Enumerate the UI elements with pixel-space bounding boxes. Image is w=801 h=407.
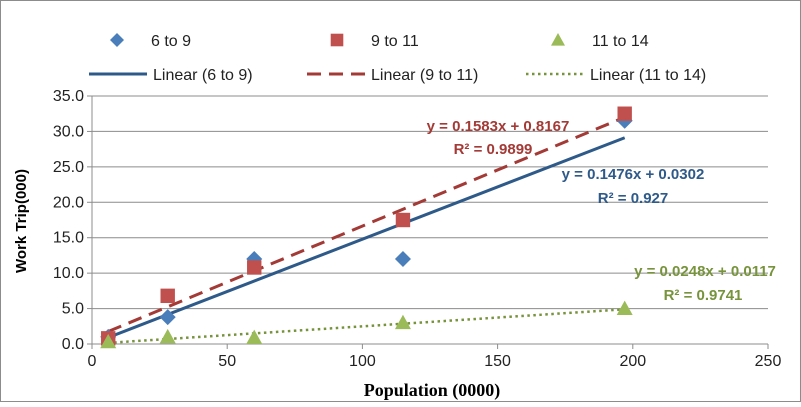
x-tick-label: 200 — [619, 353, 646, 370]
y-tick-label: 0.0 — [62, 336, 84, 353]
y-tick-label: 30.0 — [53, 123, 84, 140]
legend-label-trendline-1: Linear (6 to 9) — [153, 67, 253, 84]
marker-layer — [100, 106, 633, 349]
data-point-series-2 — [160, 288, 175, 304]
legend-label-series-3: 11 to 14 — [592, 33, 649, 50]
data-point-series-1 — [394, 250, 411, 267]
trendline-r-squared: R² = 0.927 — [598, 190, 668, 207]
legend-label-series-1: 6 to 9 — [151, 33, 191, 50]
legend-label-series-2: 9 to 11 — [371, 33, 419, 50]
legend: 6 to 9 9 to 11 11 to 14 Linear (6 to 9) Line… — [89, 33, 706, 84]
x-tick-label: 250 — [755, 353, 782, 370]
data-point-series-3 — [394, 314, 411, 330]
legend-label-trendline-2: Linear (9 to 11) — [371, 67, 478, 84]
y-axis-title: Work Trip(000) — [13, 169, 30, 273]
x-tick-label: 150 — [484, 353, 511, 370]
y-tick-label: 35.0 — [53, 88, 84, 105]
data-point-series-2 — [395, 212, 411, 228]
legend-label-trendline-3: Linear (11 to 14) — [590, 67, 706, 84]
legend-marker-series-3 — [551, 33, 565, 46]
y-tick-label: 10.0 — [53, 265, 84, 282]
trendline-1 — [107, 136, 626, 339]
y-tick-label: 20.0 — [53, 194, 84, 211]
data-point-series-3 — [159, 328, 176, 344]
trendline-r-squared: R² = 0.9741 — [664, 287, 743, 304]
y-tick-label: 15.0 — [53, 230, 84, 247]
trendline-2 — [107, 115, 626, 333]
trendline-equation: y = 0.1583x + 0.8167 — [427, 118, 570, 135]
data-point-series-1 — [159, 309, 176, 326]
x-tick-label: 100 — [349, 353, 376, 370]
equation-layer: y = 0.1476x + 0.0302 R² = 0.927 y = 0.1583… — [427, 118, 776, 304]
y-tick-label: 25.0 — [53, 159, 84, 176]
grid-layer — [92, 95, 768, 310]
data-point-series-2 — [247, 260, 262, 275]
data-point-series-3 — [616, 300, 633, 315]
data-point-series-3 — [100, 333, 117, 349]
legend-marker-series-2 — [330, 33, 344, 47]
axes-layer: 0.0 5.0 10.0 15.0 20.0 25.0 30.0 35.0 0 50 100 150 2… — [53, 88, 782, 370]
trendline-r-squared: R² = 0.9899 — [454, 141, 533, 158]
trendline-layer — [107, 115, 626, 345]
trendline-equation: y = 0.0248x + 0.0117 — [634, 263, 776, 280]
legend-marker-series-1 — [110, 33, 124, 47]
y-tick-label: 5.0 — [62, 301, 84, 318]
trendline-3 — [108, 308, 625, 345]
x-axis-title: Population (0000) — [364, 380, 501, 401]
trendline-equation: y = 0.1476x + 0.0302 — [562, 166, 705, 183]
data-point-series-3 — [246, 329, 263, 345]
data-point-series-2 — [617, 106, 632, 121]
x-tick-label: 50 — [218, 353, 236, 370]
x-tick-label: 0 — [88, 353, 97, 370]
